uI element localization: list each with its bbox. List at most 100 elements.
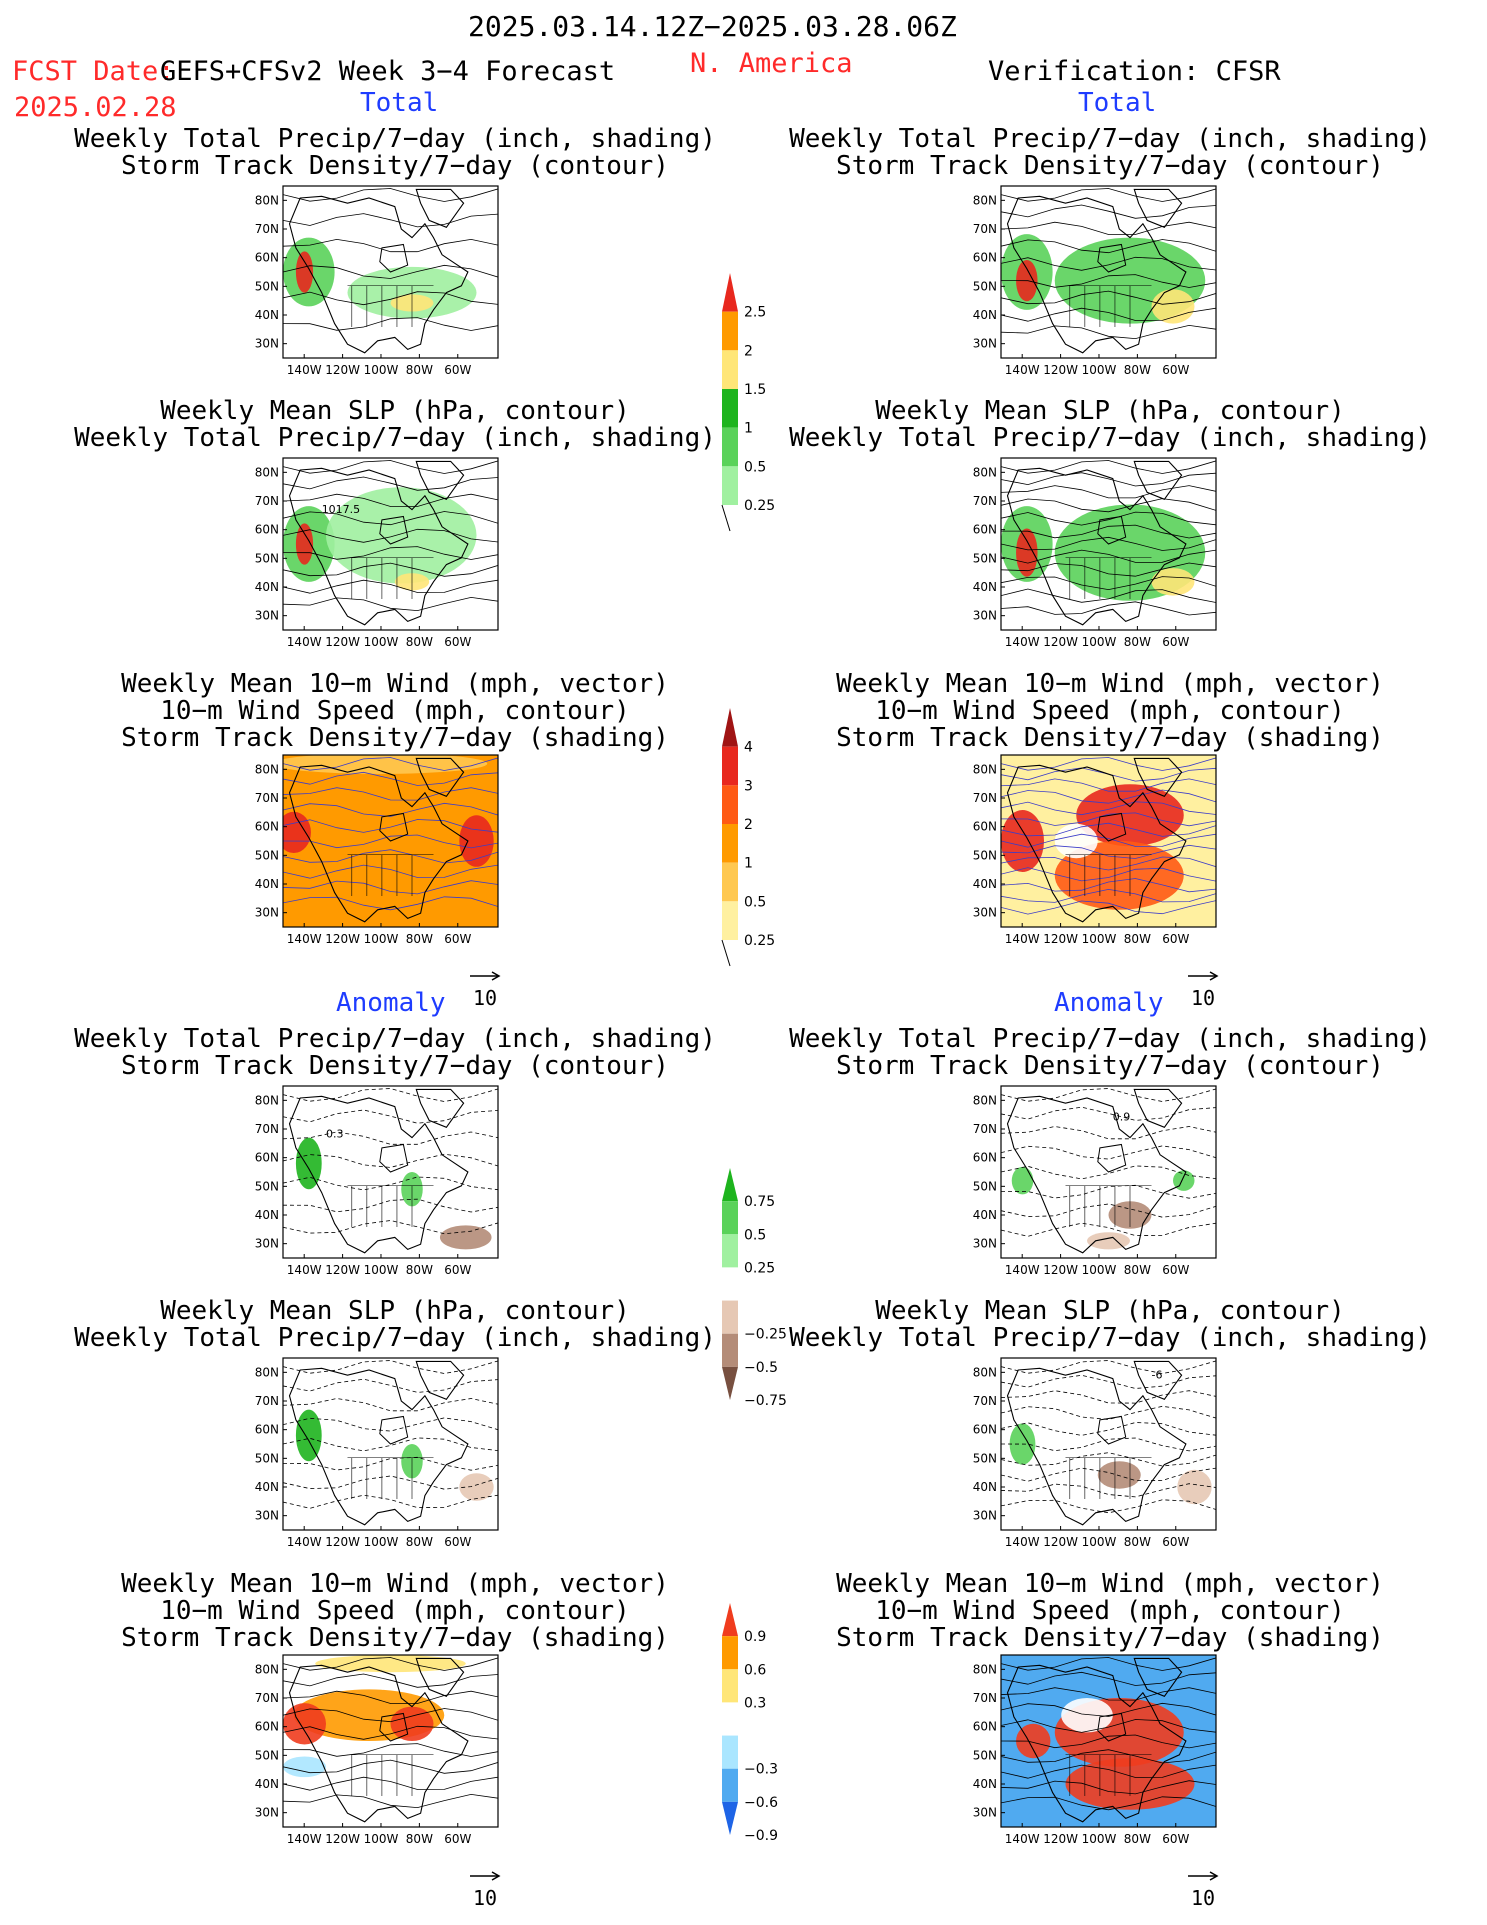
map-frame	[1000, 1085, 1217, 1259]
title-wind-storm-total-right: Weekly Mean 10−m Wind (mph, vector) 10−m …	[836, 669, 1384, 753]
lon-tick-label: 140W	[1005, 1535, 1040, 1549]
lon-tick-label: 140W	[287, 932, 322, 946]
lat-tick-label: 40N	[255, 1480, 279, 1494]
shading-region	[1177, 1469, 1212, 1505]
greenland-coastline	[1133, 1657, 1183, 1697]
contour-line	[1001, 256, 1216, 271]
greenland-coastline	[415, 1360, 465, 1400]
lat-tick-label: 30N	[973, 1806, 997, 1820]
contour-line	[1001, 1796, 1216, 1811]
lon-tick-label: 60W	[444, 363, 471, 377]
map-plot-area	[283, 755, 498, 927]
colorbar-label: −0.9	[744, 1828, 778, 1844]
map-wind-storm-anom-verif: 80N 70N 60N 50N 40N 30N 140W 120W 100W 80W 60W	[973, 1654, 1217, 1846]
lat-tick-label: 40N	[255, 877, 279, 891]
shading-region	[326, 487, 477, 584]
shading-region	[1087, 1232, 1130, 1250]
shading-region	[1151, 289, 1195, 324]
contour-line	[1001, 1749, 1216, 1764]
lat-tick-label: 60N	[973, 820, 997, 834]
lat-tick-label: 50N	[255, 1179, 279, 1193]
lon-tick-label: 140W	[1005, 635, 1040, 649]
lon-tick-label: 120W	[1043, 1832, 1078, 1846]
map-plot-area	[283, 1088, 498, 1254]
map-frame	[282, 185, 499, 359]
hudson-bay-coastline	[379, 812, 409, 842]
title-precip-storm-anom-right: Weekly Total Precip/7−day (inch, shading…	[789, 1024, 1431, 1081]
contour-line	[1001, 888, 1216, 903]
colorbar-cap-top	[722, 708, 738, 747]
shading-region	[1011, 1166, 1034, 1195]
lon-tick-label: 80W	[406, 1263, 433, 1277]
contour-line	[283, 1657, 498, 1671]
contour-line	[1001, 1719, 1216, 1733]
lat-tick-label: 80N	[973, 762, 997, 776]
lat-tick-label: 40N	[973, 877, 997, 891]
contour-line	[1001, 1184, 1216, 1199]
contour-line	[283, 1725, 498, 1740]
contour-line	[283, 1417, 498, 1432]
lat-tick-label: 60N	[973, 1720, 997, 1734]
section-total-left: Total	[360, 88, 439, 118]
lon-tick-label: 140W	[1005, 363, 1040, 377]
lat-tick-label: 30N	[255, 1509, 279, 1523]
lon-tick-label: 120W	[1043, 635, 1078, 649]
lat-tick-label: 40N	[973, 580, 997, 594]
contour-line	[283, 579, 498, 594]
lat-tick-label: 50N	[973, 1748, 997, 1762]
lat-tick-label: 80N	[255, 1093, 279, 1107]
contour-line	[1001, 511, 1216, 526]
lon-tick-label: 80W	[1124, 363, 1151, 377]
hudson-bay-coastline	[1097, 1143, 1127, 1173]
lat-tick-label: 80N	[973, 193, 997, 207]
colorbar-label: 0.3	[744, 1695, 766, 1711]
lon-tick-label: 100W	[1082, 1535, 1117, 1549]
colorbar-segment	[722, 1669, 738, 1703]
contour-line	[283, 238, 498, 253]
lon-tick-label: 80W	[406, 1832, 433, 1846]
lat-tick-label: 60N	[973, 1151, 997, 1165]
colorbar-label: −0.3	[744, 1762, 778, 1778]
map-frame	[1000, 1654, 1217, 1828]
coastline	[288, 1367, 469, 1526]
hudson-bay-coastline	[379, 243, 409, 273]
lon-tick-label: 100W	[1082, 932, 1117, 946]
coastline	[1006, 1095, 1187, 1254]
lon-tick-label: 80W	[406, 635, 433, 649]
greenland-coastline	[1133, 188, 1183, 228]
contour-line	[1001, 1499, 1216, 1514]
map-plot-area	[1001, 188, 1216, 354]
contour-line	[1001, 1360, 1216, 1374]
map-frame	[1000, 185, 1217, 359]
contour-line	[283, 317, 498, 331]
date-range: 2025.03.14.12Z−2025.03.28.06Z	[468, 10, 957, 43]
lat-tick-label: 80N	[973, 1662, 997, 1676]
colorbar-label: −0.25	[744, 1327, 787, 1343]
colorbar-label: 2	[744, 343, 753, 359]
map-wind-storm-anom-fcst: 80N 70N 60N 50N 40N 30N 140W 120W 100W 80W 60W	[255, 1654, 499, 1846]
title-precip-storm-total-right: Weekly Total Precip/7−day (inch, shading…	[789, 124, 1431, 181]
lat-tick-label: 80N	[255, 1365, 279, 1379]
lat-tick-label: 70N	[973, 1122, 997, 1136]
colorbar-tail	[721, 504, 731, 532]
map-frame	[282, 457, 499, 631]
contour-line	[1001, 536, 1216, 551]
colorbar-label: 4	[744, 740, 753, 756]
contour-line	[283, 802, 498, 817]
lon-tick-label: 60W	[1162, 1832, 1189, 1846]
vector-scale-total-left: 10	[465, 962, 505, 1010]
contour-line	[1001, 274, 1216, 288]
contour-line	[283, 1690, 498, 1704]
lat-tick-label: 30N	[973, 1509, 997, 1523]
colorbar-label: 1.5	[744, 382, 766, 398]
vector-arrow-icon	[470, 1871, 501, 1881]
lon-tick-label: 100W	[364, 363, 399, 377]
map-frame	[282, 1357, 499, 1531]
contour-line	[283, 1673, 498, 1688]
colorbar-cap-top	[722, 1168, 738, 1202]
map-plot-area	[283, 460, 498, 626]
lat-tick-label: 60N	[973, 523, 997, 537]
colorbar-segment	[722, 1234, 738, 1268]
lon-tick-label: 120W	[325, 363, 360, 377]
contour-line	[1001, 900, 1216, 915]
